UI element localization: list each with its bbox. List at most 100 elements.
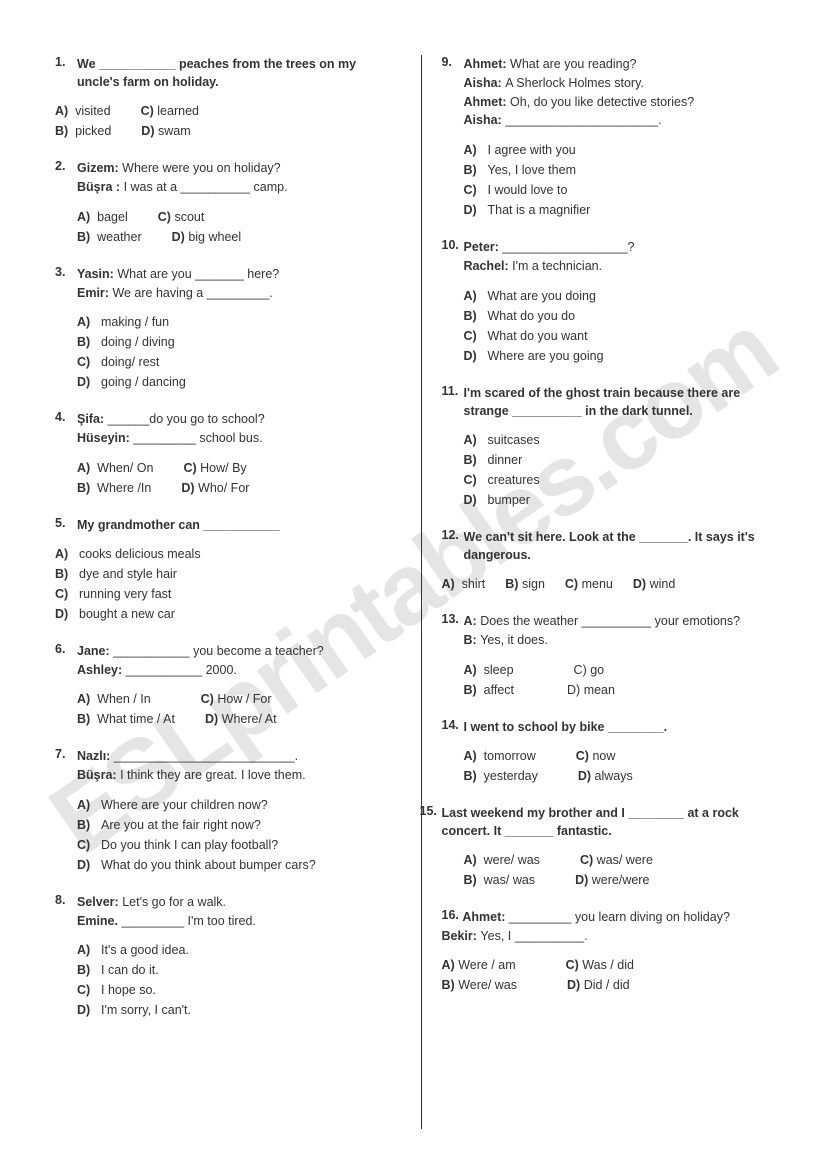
option-a: A) were/ was	[464, 850, 540, 870]
option-d: D) mean	[567, 680, 615, 700]
option-c: C)creatures	[464, 470, 777, 490]
option-b: B) What time / At	[77, 709, 175, 729]
option-a: A)suitcases	[464, 430, 777, 450]
option-c: C)What do you want	[464, 326, 777, 346]
q-stem: Nazlı: __________________________. Büşra…	[77, 747, 306, 785]
option-c: C) scout	[158, 207, 205, 227]
q-stem: Jane: ___________ you become a teacher? …	[77, 642, 324, 680]
q-number: 7.	[55, 747, 77, 785]
question-15: 15. Last weekend my brother and I ______…	[442, 804, 777, 890]
option-b: B) sign	[505, 574, 545, 594]
option-a: A) When/ On	[77, 458, 153, 478]
question-4: 4. Şifa: ______do you go to school? Hüse…	[55, 410, 401, 498]
q-stem: My grandmother can ___________	[77, 516, 280, 534]
option-a: A)What are you doing	[464, 286, 777, 306]
option-a: A) tomorrow	[464, 746, 536, 766]
question-8: 8. Selver: Let's go for a walk. Emine. _…	[55, 893, 401, 1021]
option-c: C)doing/ rest	[77, 352, 401, 372]
option-d: D) were/were	[575, 870, 649, 890]
option-d: D)bought a new car	[55, 604, 401, 624]
q-stem: I went to school by bike ________.	[464, 718, 668, 736]
question-1: 1. We ___________ peaches from the trees…	[55, 55, 401, 141]
option-a: A) When / In	[77, 689, 151, 709]
option-c: C)running very fast	[55, 584, 401, 604]
question-3: 3. Yasin: What are you _______ here? Emi…	[55, 265, 401, 393]
option-d: D)Where are you going	[464, 346, 777, 366]
q-number: 13.	[442, 612, 464, 650]
option-a: A) visited	[55, 101, 111, 121]
option-d: D) Who/ For	[181, 478, 249, 498]
option-c: C) learned	[141, 101, 199, 121]
q-stem: We can't sit here. Look at the _______. …	[464, 528, 777, 564]
option-a: A)It's a good idea.	[77, 940, 401, 960]
option-c: C) Was / did	[566, 955, 634, 975]
q-number: 10.	[442, 238, 464, 276]
q-number: 15.	[420, 804, 442, 840]
option-b: B) Where /In	[77, 478, 151, 498]
q-number: 12.	[442, 528, 464, 564]
q-stem: Selver: Let's go for a walk. Emine. ____…	[77, 893, 256, 931]
option-c: C)I hope so.	[77, 980, 401, 1000]
option-b: B)Are you at the fair right now?	[77, 815, 401, 835]
question-13: 13. A: Does the weather __________ your …	[442, 612, 777, 700]
option-a: A)cooks delicious meals	[55, 544, 401, 564]
option-c: C) How/ By	[183, 458, 246, 478]
option-c: C) now	[576, 746, 616, 766]
option-b: B) yesterday	[464, 766, 538, 786]
option-d: D) always	[578, 766, 633, 786]
option-c: C)Do you think I can play football?	[77, 835, 401, 855]
question-5: 5. My grandmother can ___________ A)cook…	[55, 516, 401, 624]
option-d: D)bumper	[464, 490, 777, 510]
q-number: 3.	[55, 265, 77, 303]
option-a: A)making / fun	[77, 312, 401, 332]
option-a: A) shirt	[442, 574, 486, 594]
option-a: A) Were / am	[442, 955, 516, 975]
option-b: B)What do you do	[464, 306, 777, 326]
question-2: 2. Gizem: Where were you on holiday? Büş…	[55, 159, 401, 247]
q-stem: I'm scared of the ghost train because th…	[464, 384, 777, 420]
option-a: A) sleep	[464, 660, 514, 680]
question-14: 14. I went to school by bike ________. A…	[442, 718, 777, 786]
q-stem: Ahmet: What are you reading? Aisha: A Sh…	[464, 55, 695, 130]
q-stem: Last weekend my brother and I ________ a…	[442, 804, 777, 840]
option-d: D) Did / did	[567, 975, 630, 995]
option-d: D)going / dancing	[77, 372, 401, 392]
left-column: 1. We ___________ peaches from the trees…	[55, 55, 421, 1129]
option-a: A)Where are your children now?	[77, 795, 401, 815]
q-stem: Şifa: ______do you go to school? Hüseyin…	[77, 410, 265, 448]
q-stem: Peter: __________________? Rachel: I'm a…	[464, 238, 635, 276]
option-b: B) affect	[464, 680, 515, 700]
question-7: 7. Nazlı: __________________________. Bü…	[55, 747, 401, 875]
question-9: 9. Ahmet: What are you reading? Aisha: A…	[442, 55, 777, 220]
q-number: 5.	[55, 516, 77, 534]
worksheet-page: 1. We ___________ peaches from the trees…	[0, 0, 826, 1169]
q-number: 6.	[55, 642, 77, 680]
option-b: B)dinner	[464, 450, 777, 470]
option-b: B)Yes, I love them	[464, 160, 777, 180]
q-stem: Ahmet: _________ you learn diving on hol…	[442, 908, 730, 946]
question-6: 6. Jane: ___________ you become a teache…	[55, 642, 401, 730]
question-12: 12. We can't sit here. Look at the _____…	[442, 528, 777, 594]
q-stem: Gizem: Where were you on holiday? Büşra …	[77, 159, 288, 197]
option-d: D)I'm sorry, I can't.	[77, 1000, 401, 1020]
q-number: 9.	[442, 55, 464, 130]
option-d: D) swam	[141, 121, 190, 141]
option-b: B)I can do it.	[77, 960, 401, 980]
question-10: 10. Peter: __________________? Rachel: I…	[442, 238, 777, 366]
option-a: A) bagel	[77, 207, 128, 227]
option-c: C) go	[574, 660, 605, 680]
question-16: 16. Ahmet: _________ you learn diving on…	[442, 908, 777, 996]
option-a: A)I agree with you	[464, 140, 777, 160]
q-stem: We ___________ peaches from the trees on…	[77, 55, 401, 91]
q-number: 11.	[442, 384, 464, 420]
option-d: D)What do you think about bumper cars?	[77, 855, 401, 875]
q-number: 1.	[55, 55, 77, 91]
option-b: B)dye and style hair	[55, 564, 401, 584]
option-d: D) big wheel	[172, 227, 242, 247]
option-b: B) picked	[55, 121, 111, 141]
q-stem: A: Does the weather __________ your emot…	[464, 612, 741, 650]
q-stem: Yasin: What are you _______ here? Emir: …	[77, 265, 279, 303]
option-b: B) Were/ was	[442, 975, 518, 995]
option-b: B) was/ was	[464, 870, 536, 890]
q-number: 8.	[55, 893, 77, 931]
